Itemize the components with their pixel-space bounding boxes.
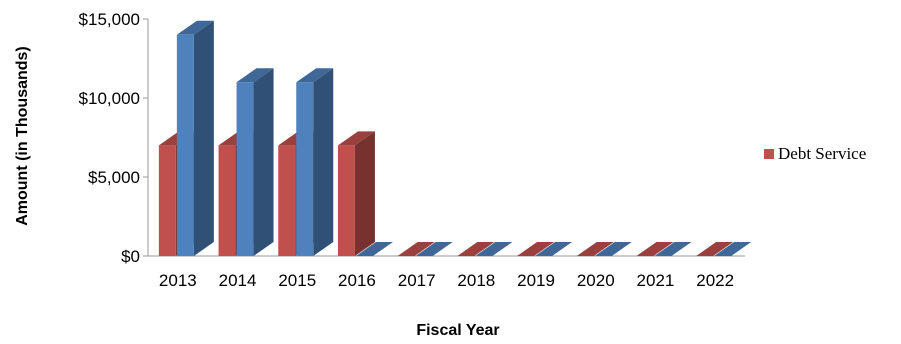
series-2-bar-2017 — [415, 242, 453, 256]
debt-service-bar-2016 — [337, 131, 375, 256]
x-tick-label: 2022 — [696, 271, 734, 290]
x-tick-label: 2018 — [457, 271, 495, 290]
series-2-bar-2019 — [535, 242, 573, 256]
series-2-bar-2013 — [176, 20, 214, 256]
x-tick-label: 2019 — [517, 271, 555, 290]
x-tick-label: 2013 — [159, 271, 197, 290]
y-tick-label: $0 — [121, 247, 140, 266]
y-tick-label: $10,000 — [79, 89, 140, 108]
series-2-bar-2014 — [236, 68, 274, 256]
y-tick-label: $5,000 — [88, 168, 140, 187]
series-2-bar-2018 — [475, 242, 513, 256]
debt-service-bar-2018 — [457, 242, 495, 256]
debt-service-bar-2017 — [397, 242, 435, 256]
x-tick-label: 2020 — [577, 271, 615, 290]
tick-labels: $0 $5,000 $10,000 $15,000 2013 2014 2015 2016 20… — [79, 10, 735, 290]
legend: Debt Service — [764, 144, 866, 163]
y-tick-label: $15,000 — [79, 10, 140, 29]
x-tick-label: 2015 — [278, 271, 316, 290]
x-tick-label: 2021 — [637, 271, 675, 290]
x-tick-label: 2014 — [219, 271, 257, 290]
legend-label-debt-service: Debt Service — [778, 144, 866, 163]
y-axis-title: Amount (in Thousands) — [14, 46, 31, 226]
series-2-bar-2020 — [594, 242, 632, 256]
series-2-bar-2021 — [654, 242, 692, 256]
debt-service-bar-2022 — [696, 242, 734, 256]
debt-service-bar-2020 — [576, 242, 614, 256]
bars — [158, 20, 752, 256]
x-axis-title: Fiscal Year — [416, 322, 499, 339]
x-tick-label: 2017 — [398, 271, 436, 290]
series-2-bar-2015 — [296, 68, 334, 256]
x-tick-label: 2016 — [338, 271, 376, 290]
series-2-bar-2022 — [714, 242, 752, 256]
legend-swatch-debt-service — [764, 149, 774, 159]
series-2-bar-2016 — [355, 242, 393, 256]
debt-service-bar-2019 — [517, 242, 555, 256]
debt-service-bar-2021 — [636, 242, 674, 256]
